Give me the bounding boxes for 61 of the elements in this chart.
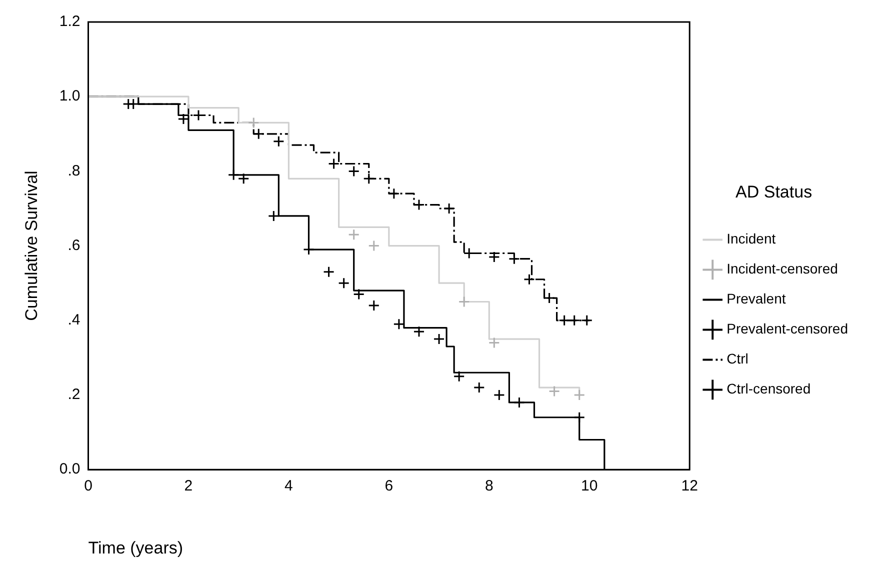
point: [513, 396, 525, 408]
y-tick-label: .8: [68, 162, 80, 180]
point: [544, 292, 556, 304]
point: [413, 326, 425, 338]
point: [548, 386, 560, 398]
point: [353, 288, 365, 300]
point: [328, 158, 340, 170]
point: [568, 314, 580, 326]
x-axis-title: Time (years): [88, 538, 184, 558]
y-tick-label: 1.2: [59, 13, 80, 30]
x-tick-label: 4: [284, 478, 293, 495]
point: [388, 188, 400, 200]
point: [581, 314, 593, 326]
point: [178, 113, 190, 125]
point: [433, 333, 445, 345]
x-tick-label: 10: [581, 478, 598, 495]
point: [488, 251, 500, 263]
point: [338, 277, 350, 289]
legend-label: Incident: [726, 230, 776, 247]
y-tick-label: .4: [68, 312, 80, 329]
legend-label: Incident-censored: [726, 260, 838, 277]
point: [453, 370, 465, 382]
point: [393, 318, 405, 330]
point: [523, 274, 535, 286]
point: [488, 337, 500, 349]
point: [443, 202, 455, 214]
y-tick-label: .2: [68, 386, 80, 404]
point: [348, 165, 360, 177]
x-tick-label: 8: [484, 478, 494, 495]
y-axis-title: Cumulative Survival: [22, 170, 41, 321]
y-tick-label: .6: [68, 236, 80, 254]
point: [252, 128, 264, 140]
point: [368, 300, 380, 312]
point: [363, 172, 375, 184]
point: [508, 253, 520, 265]
y-tick-label: 1.0: [59, 88, 80, 105]
point: [228, 169, 240, 181]
point: [348, 228, 360, 240]
point: [558, 314, 570, 326]
x-tick-label: 12: [681, 478, 698, 495]
point: [238, 172, 250, 184]
legend-label: Ctrl: [726, 350, 748, 367]
legend-label: Prevalent-censored: [726, 320, 848, 337]
x-tick-label: 2: [184, 478, 193, 495]
y-tick-label: 0.0: [59, 460, 80, 478]
x-tick-label: 0: [84, 478, 92, 495]
point: [574, 412, 586, 424]
point: [493, 389, 505, 401]
legend-label: Prevalent: [726, 290, 786, 307]
legend-label: Ctrl-censored: [726, 380, 811, 397]
point: [574, 389, 586, 401]
point: [248, 116, 260, 128]
point: [368, 240, 380, 252]
point: [268, 210, 280, 222]
point: [473, 382, 485, 394]
point: [272, 136, 284, 148]
x-tick-label: 6: [384, 478, 394, 495]
point: [323, 266, 335, 278]
legend-title: AD Status: [736, 182, 812, 202]
point: [122, 98, 134, 110]
point: [458, 296, 470, 308]
